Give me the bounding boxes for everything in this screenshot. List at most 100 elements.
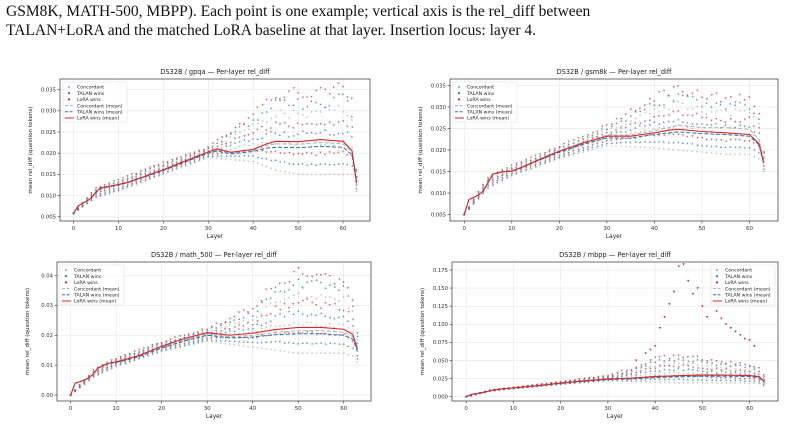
- legend-label: LoRA wins (mean): [725, 299, 767, 305]
- lora-wins-point: [710, 94, 713, 97]
- lora-wins-point: [126, 179, 129, 182]
- lora-wins-point: [319, 333, 322, 336]
- lora-wins-point: [242, 325, 245, 328]
- lora-wins-point: [591, 137, 594, 140]
- concordant-point: [288, 141, 290, 144]
- talan-wins-point: [600, 127, 604, 130]
- lora-wins-point: [251, 308, 255, 311]
- lora-wins-point: [595, 135, 599, 138]
- concordant-point: [668, 108, 670, 111]
- lora-wins-outlier: [701, 305, 704, 308]
- concordant-point: [351, 310, 354, 312]
- lora-wins-point: [355, 342, 359, 345]
- talan-wins-point: [171, 168, 174, 171]
- concordant-point: [342, 323, 345, 326]
- lora-wins-point: [215, 330, 218, 333]
- talan-wins-point: [238, 317, 241, 320]
- talan-wins-point: [233, 340, 236, 343]
- lora-wins-point: [332, 152, 336, 155]
- lora-wins-point: [611, 373, 614, 376]
- lora-wins-point: [310, 152, 313, 155]
- lora-wins-point: [602, 375, 605, 378]
- lora-wins-point: [174, 344, 177, 347]
- lora-wins-point: [734, 370, 737, 373]
- lora-wins-point: [188, 152, 192, 155]
- lora-wins-point: [301, 273, 304, 276]
- lora-wins-point: [472, 198, 475, 201]
- talan-wins-point: [206, 329, 209, 332]
- x-axis-label: Layer: [607, 414, 624, 420]
- lora-wins-point: [319, 123, 322, 126]
- concordant-point: [261, 164, 264, 166]
- lora-wins-point: [152, 165, 156, 168]
- lora-wins-point: [710, 376, 713, 379]
- talan-wins-point: [630, 378, 633, 381]
- talan-wins-point: [287, 135, 290, 138]
- lora-wins-point: [525, 158, 528, 161]
- concordant-point: [729, 382, 732, 384]
- concordant-point: [659, 381, 661, 384]
- talan-wins-point: [315, 278, 318, 281]
- concordant-point: [356, 338, 359, 341]
- lora-wins-point: [610, 131, 613, 134]
- concordant-point: [306, 296, 309, 299]
- concordant-point: [672, 101, 675, 104]
- lora-wins-point: [247, 133, 250, 136]
- talan-wins-point: [296, 132, 300, 135]
- lora-wins-point: [337, 121, 340, 124]
- lora-wins-point: [536, 383, 539, 386]
- y-tick-label: 0.020: [431, 148, 447, 154]
- lora-wins-point: [333, 283, 336, 286]
- lora-wins-point: [657, 134, 661, 137]
- talan-wins-point: [198, 158, 201, 161]
- talan-wins-point: [738, 101, 742, 104]
- lora-wins-point: [292, 302, 295, 305]
- concordant-point: [677, 372, 680, 375]
- lora-wins-point: [634, 110, 637, 113]
- y-tick-label: 0.100: [433, 322, 449, 328]
- talan-wins-point: [729, 102, 732, 105]
- talan-wins-point: [247, 154, 250, 157]
- lora-wins-point: [544, 152, 547, 155]
- concordant-point: [351, 146, 354, 149]
- concordant-point: [238, 145, 241, 148]
- lora-wins-point: [734, 138, 737, 141]
- lora-wins-point: [184, 162, 187, 165]
- concordant-point: [130, 185, 133, 188]
- legend-label: TALAN wins (mean): [724, 293, 771, 299]
- concordant-point: [629, 145, 632, 148]
- talan-wins-point: [260, 341, 263, 344]
- lora-wins-point: [142, 351, 145, 354]
- talan-wins-point: [256, 137, 259, 140]
- lora-wins-point: [548, 149, 551, 152]
- concordant-point: [252, 319, 254, 321]
- talan-wins-point: [283, 98, 286, 101]
- talan-wins-point: [224, 339, 227, 342]
- talan-wins-point: [739, 379, 742, 382]
- talan-wins-point: [649, 377, 652, 380]
- lora-wins-point: [256, 320, 259, 323]
- talan-wins-point: [144, 169, 147, 172]
- legend-marker: [64, 275, 68, 278]
- concordant-point: [247, 320, 250, 323]
- concordant-point: [189, 163, 192, 166]
- talan-wins-point: [169, 340, 172, 343]
- concordant-point: [288, 297, 290, 299]
- y-tick-label: 0.02: [41, 333, 53, 339]
- lora-wins-outlier: [663, 316, 666, 319]
- lora-wins-point: [305, 298, 309, 301]
- talan-wins-point: [695, 98, 698, 101]
- talan-wins-point: [734, 146, 737, 149]
- lora-wins-point: [696, 89, 699, 92]
- concordant-point: [634, 131, 637, 134]
- y-tick-label: 0.025: [433, 376, 448, 382]
- talan-wins-point: [292, 162, 295, 165]
- talan-wins-point: [310, 131, 313, 134]
- concordant-point: [233, 343, 236, 346]
- talan-wins-point: [719, 378, 723, 381]
- concordant-point: [706, 365, 709, 368]
- lora-wins-point: [315, 273, 318, 276]
- lora-wins-point: [724, 362, 727, 365]
- talan-wins-point: [211, 145, 214, 148]
- legend-label: Concordant: [467, 85, 494, 91]
